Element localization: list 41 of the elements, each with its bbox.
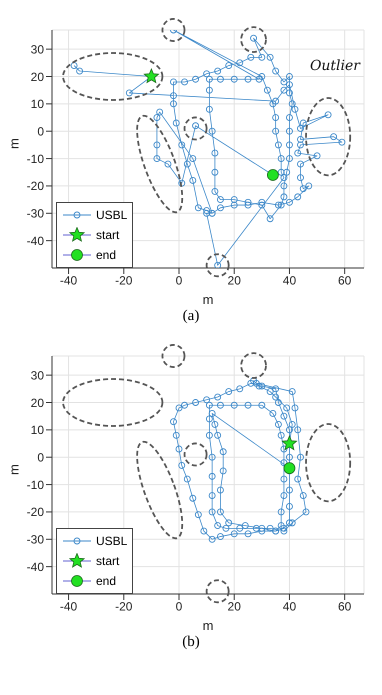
y-tick-label: 0: [37, 450, 44, 464]
y-tick-label: -20: [26, 505, 44, 520]
legend-label: end: [96, 248, 116, 262]
legend-label: USBL: [96, 534, 128, 548]
y-tick-label: 0: [37, 124, 44, 138]
x-tick-label: 20: [228, 274, 242, 288]
x-tick-label: 60: [338, 274, 352, 288]
y-tick-label: 10: [30, 423, 44, 438]
y-tick-label: 20: [30, 70, 44, 84]
y-tick-label: -10: [26, 152, 44, 166]
y-tick-label: 30: [30, 42, 44, 56]
y-axis-title: m: [6, 138, 22, 149]
y-tick-label: -10: [26, 478, 44, 492]
y-tick-label: -40: [26, 234, 44, 248]
legend-label: USBL: [96, 208, 128, 222]
x-tick-label: -20: [115, 600, 133, 614]
y-axis-title: m: [6, 464, 22, 475]
x-tick-label: 20: [228, 600, 242, 614]
x-tick-label: -40: [60, 600, 78, 614]
y-tick-label: -20: [26, 179, 44, 194]
x-tick-label: 0: [176, 600, 183, 614]
legend-label: start: [96, 228, 120, 242]
y-tick-label: -30: [26, 206, 44, 221]
legend-label: end: [96, 574, 116, 588]
x-tick-label: -20: [115, 274, 133, 288]
y-tick-label: -30: [26, 532, 44, 547]
x-tick-label: 40: [282, 600, 296, 614]
x-tick-label: 0: [176, 274, 183, 288]
x-tick-label: -40: [60, 274, 78, 288]
x-tick-label: 40: [282, 274, 296, 288]
annotation: Outlier: [310, 58, 362, 74]
y-tick-label: 10: [30, 97, 44, 112]
y-tick-label: 20: [30, 396, 44, 410]
legend-label: start: [96, 554, 120, 568]
x-axis-title: m: [202, 292, 214, 307]
y-tick-label: -40: [26, 560, 44, 574]
x-tick-label: 60: [338, 600, 352, 614]
x-axis-title: m: [202, 618, 214, 633]
y-tick-label: 30: [30, 368, 44, 382]
text: (b): [181, 634, 201, 652]
text: (a): [182, 308, 200, 326]
